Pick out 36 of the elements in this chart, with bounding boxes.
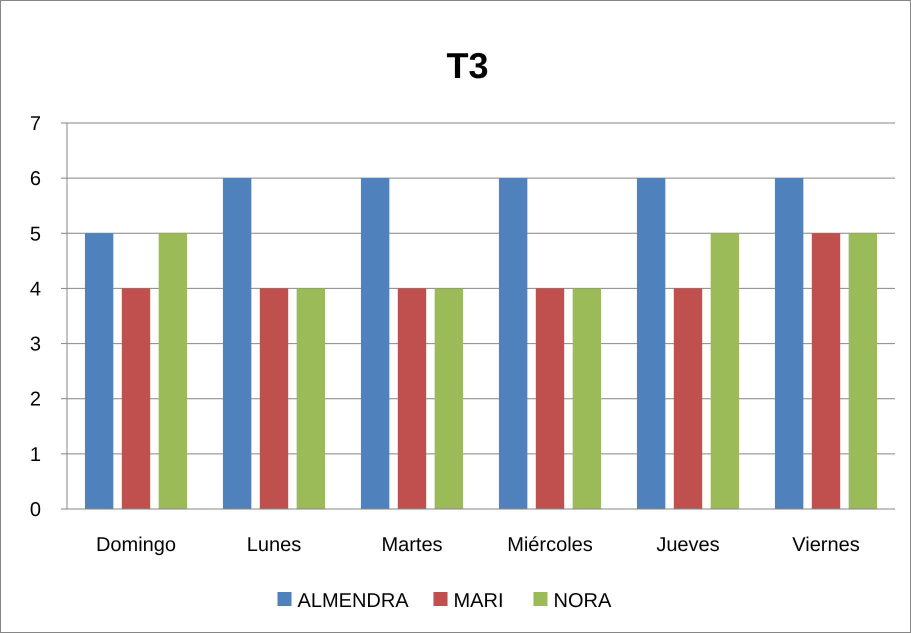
y-tick-label: 5 [30, 223, 41, 246]
y-tick-label: 7 [30, 113, 41, 135]
y-tick-label: 2 [30, 388, 41, 411]
chart-title: T3 [446, 45, 489, 86]
bar [498, 178, 528, 509]
bar [84, 233, 114, 509]
bar [674, 288, 702, 509]
bar [434, 288, 464, 509]
x-tick-label: Lunes [246, 534, 302, 556]
bar [122, 288, 150, 509]
legend-label: MARI [454, 590, 504, 612]
bar [158, 233, 188, 509]
y-tick-label: 0 [30, 499, 41, 521]
x-tick-label: Domingo [96, 534, 176, 556]
bar [572, 288, 602, 509]
legend-label: NORA [554, 590, 612, 612]
x-tick-label: Martes [381, 534, 443, 556]
bar [710, 233, 740, 509]
bar [774, 178, 804, 509]
x-tick-label: Miércoles [507, 534, 593, 556]
bar [636, 178, 666, 509]
bar [848, 233, 878, 509]
bar [360, 178, 390, 509]
bar [398, 288, 426, 509]
bar [222, 178, 252, 509]
legend-label: ALMENDRA [298, 590, 410, 612]
bar [812, 233, 840, 509]
x-tick-label: Viernes [792, 534, 860, 556]
y-tick-label: 3 [30, 334, 41, 356]
bar [296, 288, 326, 509]
y-tick-label: 4 [30, 278, 41, 300]
x-tick-label: Jueves [656, 534, 720, 556]
bar [536, 288, 564, 509]
y-tick-label: 1 [30, 444, 41, 466]
y-tick-label: 6 [30, 168, 41, 190]
bar [260, 288, 288, 509]
